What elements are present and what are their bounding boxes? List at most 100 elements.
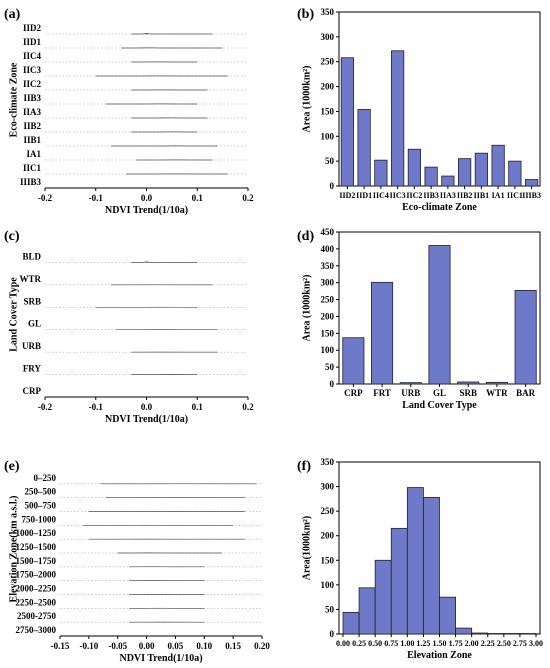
panel-f-bar	[358, 587, 376, 635]
panel-d-xtick-label: CRP	[344, 388, 363, 398]
panel-c-xtick-label: -0.1	[89, 402, 104, 412]
panel-b-bar-IIC2	[407, 148, 421, 187]
panel-f-ytick-label: 50	[325, 604, 335, 614]
panel-b-xtick-label: IA1	[492, 191, 505, 200]
panel-f-bar	[406, 487, 424, 635]
panel-c-ytick-label: GL	[28, 319, 41, 329]
panel-f-bar	[390, 527, 408, 635]
panel-e-ylabel: Elevation Zone(km a.s.l.)	[8, 496, 19, 603]
panel-d-xtick-label: SRB	[459, 388, 477, 398]
panel-d-xtick-label: BAR	[516, 388, 536, 398]
panel-c-ridge-BLD	[131, 261, 198, 263]
panel-b-ytick-label: 300	[321, 32, 335, 42]
panel-b-bar-IIC1	[508, 160, 522, 187]
panel-f-ylabel: Area(1000km²)	[301, 516, 312, 580]
panel-e-xtick-label: -0.10	[79, 641, 98, 651]
panel-b-bar-IA1	[491, 144, 505, 187]
panel-f-xtick-label: 0.50	[368, 639, 382, 648]
panel-d-bar-URB	[399, 382, 422, 385]
panel-d-bar-SRB	[457, 381, 480, 385]
panel-c-xtick-label: 0.2	[242, 402, 254, 412]
panel-b-bar-IIB2	[458, 158, 472, 187]
panel-a-ytick-label: IIB3	[23, 93, 41, 103]
panel-b-bar-IIC4	[374, 159, 388, 187]
panel-b-label: (b)	[297, 7, 314, 22]
panel-e-ytick-label: 1750–2000	[16, 570, 57, 580]
panel-d-ytick-label: 200	[321, 311, 335, 321]
panel-a-ytick-label: IIIB3	[20, 177, 42, 187]
panel-f-xtick-label: 0.75	[384, 639, 398, 648]
panel-d-ytick-label: 150	[321, 328, 335, 338]
panel-f-ytick-label: 0	[330, 629, 335, 639]
panel-f-xtick-label: 2.50	[497, 639, 511, 648]
panel-e-xtick-label: 0.00	[139, 641, 155, 651]
panel-e-ytick-label: 0–250	[34, 473, 57, 483]
panel-e-xtick-label: -0.05	[108, 641, 127, 651]
panel-a-xtick-label: 0.1	[192, 193, 204, 203]
panel-b-ylabel: Area (1000km²)	[301, 66, 312, 133]
panel-d-ytick-label: 350	[321, 261, 335, 271]
panel-d-bar-GL	[428, 245, 451, 385]
panel-b-bar-IIA3	[441, 175, 455, 187]
panel-c-ytick-label: WTR	[19, 274, 41, 284]
panel-d-bar-WTR	[485, 381, 508, 385]
panel-c-ytick-label: BLD	[22, 251, 41, 261]
panel-b-bar-IIIB3	[525, 179, 539, 187]
panel-b-ytick-label: 0	[330, 181, 335, 191]
panel-f-xlabel: Elevation Zone	[407, 650, 472, 661]
panel-f-ytick-label: 350	[321, 457, 335, 467]
panel-a-ytick-label: IIC4	[23, 51, 42, 61]
panel-b-xtick-label: IIB1	[474, 191, 490, 200]
panel-b-bar-IIB3	[424, 166, 438, 187]
panel-b-ytick-label: 50	[325, 156, 335, 166]
panel-b-xtick-label: IIC3	[390, 191, 406, 200]
panel-a-ytick-label: IID1	[23, 37, 42, 47]
panel-c-ytick-label: FRY	[23, 364, 42, 374]
panel-b-xtick-label: IID2	[339, 191, 355, 200]
panel-e-xtick-label: 0.20	[254, 641, 270, 651]
panel-b-ytick-label: 100	[321, 131, 335, 141]
panel-f-ytick-label: 100	[321, 580, 335, 590]
panel-d-label: (d)	[297, 229, 314, 244]
panel-e-ytick-label: 750-1000	[22, 514, 57, 524]
panel-b-xtick-label: IIB2	[457, 191, 473, 200]
panel-c-label: (c)	[4, 229, 20, 244]
panel-e-ytick-label: 500–750	[25, 501, 57, 511]
panel-f-label: (f)	[297, 459, 311, 474]
panel-f-bar	[455, 627, 473, 635]
panel-d-ytick-label: 50	[325, 362, 335, 372]
panel-e-ytick-label: 1250–1500	[16, 542, 57, 552]
panel-a-xtick-label: -0.2	[38, 193, 53, 203]
panel-d-bar-BAR	[514, 290, 537, 385]
panel-f-xtick-label: 0.00	[336, 639, 350, 648]
panel-e-ytick-label: 2000–2250	[16, 584, 57, 594]
panel-b-xtick-label: IIC4	[373, 191, 389, 200]
panel-a-xtick-label: -0.1	[89, 193, 104, 203]
panel-b-xtick-label: IIC1	[507, 191, 523, 200]
panel-a-ytick-label: IID2	[23, 23, 42, 33]
panel-b-xtick-label: IIIB3	[522, 191, 541, 200]
panel-f-bar	[342, 611, 360, 635]
panel-d-xtick-label: WTR	[486, 388, 508, 398]
panel-a-xlabel: NDVI Trend(1/10a)	[105, 205, 188, 216]
panel-a-ytick-label: IIC3	[23, 65, 42, 75]
panel-d-xlabel: Land Cover Type	[402, 400, 477, 411]
panel-f-ytick-label: 300	[321, 482, 335, 492]
panel-e-xtick-label: 0.05	[168, 641, 184, 651]
panel-a-xtick-label: 0.0	[141, 193, 153, 203]
panel-e-ytick-label: 1000–1250	[16, 528, 57, 538]
panel-b-ytick-label: 250	[321, 57, 335, 67]
panel-d-ytick-label: 300	[321, 278, 335, 288]
panel-b-bar-IIB1	[474, 152, 488, 187]
panel-a-ridge-IID2	[131, 33, 213, 35]
panel-a-xtick-label: 0.2	[242, 193, 254, 203]
panel-d-xtick-label: GL	[433, 388, 446, 398]
panel-c-ytick-label: CRP	[23, 386, 42, 396]
panel-d-xtick-label: FRT	[373, 388, 391, 398]
panel-e-label: (e)	[4, 459, 20, 474]
panel-f-ytick-label: 250	[321, 506, 335, 516]
panel-f-xtick-label: 1.25	[416, 639, 430, 648]
panel-b-xtick-label: IIC2	[406, 191, 422, 200]
panel-e-ytick-label: 1500–1750	[16, 556, 57, 566]
panel-b-bar-IID2	[340, 57, 354, 187]
